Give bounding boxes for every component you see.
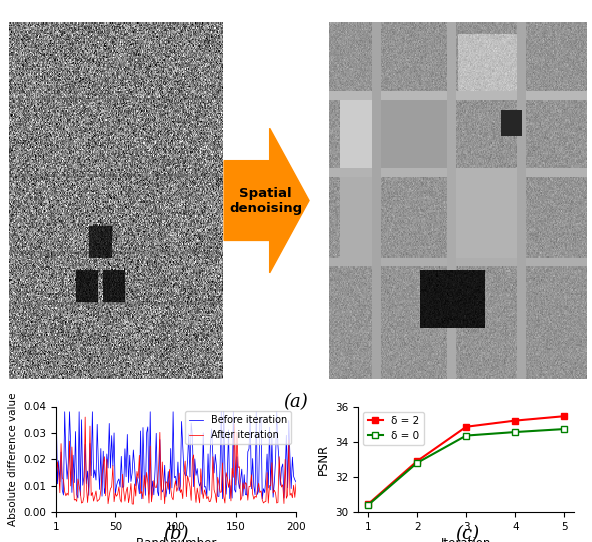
After iteration	[98, 471, 105, 478]
Before iteration	[117, 484, 124, 491]
Line: Before iteration: Before iteration	[56, 412, 296, 499]
After iteration	[53, 475, 60, 481]
δ = 2	[414, 458, 421, 464]
δ = 2	[463, 423, 470, 430]
Legend: Before iteration, After iteration: Before iteration, After iteration	[185, 411, 291, 444]
Before iteration	[282, 471, 289, 478]
After iteration	[292, 481, 300, 487]
Text: Spatial
denoising: Spatial denoising	[229, 186, 302, 215]
After iteration	[67, 483, 74, 489]
δ = 0	[414, 460, 421, 466]
After iteration	[274, 499, 281, 506]
Legend: δ = 2, δ = 0: δ = 2, δ = 0	[363, 412, 424, 445]
Before iteration	[259, 495, 266, 502]
After iteration	[118, 499, 125, 506]
After iteration	[82, 414, 89, 421]
After iteration	[283, 495, 290, 501]
Before iteration	[292, 479, 300, 485]
Before iteration	[67, 442, 74, 448]
Line: δ = 2: δ = 2	[365, 413, 568, 507]
Text: (c): (c)	[456, 525, 480, 542]
Before iteration	[62, 453, 69, 459]
Y-axis label: PSNR: PSNR	[317, 444, 330, 475]
δ = 2	[511, 417, 519, 424]
After iteration	[62, 493, 69, 499]
Line: δ = 0: δ = 0	[365, 426, 568, 508]
Text: (a): (a)	[284, 393, 308, 411]
FancyArrow shape	[224, 128, 309, 273]
Text: (b): (b)	[163, 525, 189, 542]
δ = 0	[561, 426, 568, 433]
After iteration	[130, 501, 137, 507]
X-axis label: Band number: Band number	[136, 538, 216, 542]
δ = 0	[511, 429, 519, 435]
δ = 0	[365, 502, 372, 508]
Before iteration	[273, 409, 280, 415]
Before iteration	[97, 446, 104, 452]
δ = 2	[365, 501, 372, 507]
Y-axis label: Absolute difference value: Absolute difference value	[8, 392, 18, 526]
Before iteration	[53, 409, 60, 415]
δ = 0	[463, 433, 470, 439]
Line: After iteration: After iteration	[56, 417, 296, 504]
δ = 2	[561, 413, 568, 420]
X-axis label: Iteration: Iteration	[441, 538, 491, 542]
